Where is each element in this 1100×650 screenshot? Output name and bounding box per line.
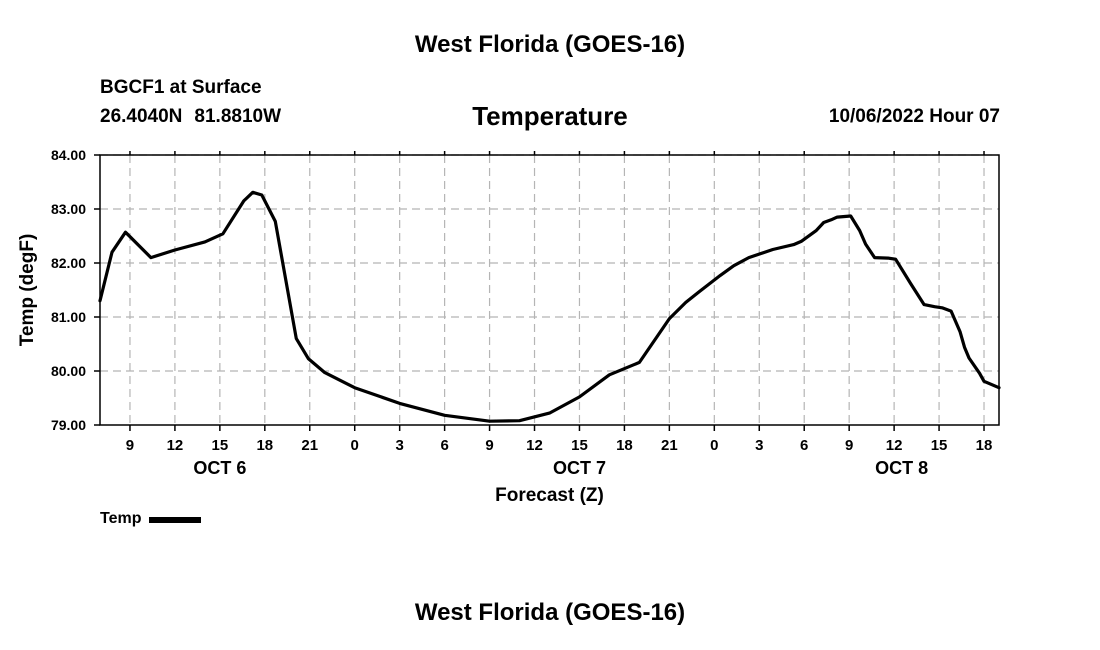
- x-tick-label: 9: [485, 437, 493, 454]
- x-tick-label: 3: [755, 437, 763, 454]
- station-label: BGCF1 at Surface: [100, 77, 262, 98]
- y-tick-label: 80.00: [51, 363, 86, 379]
- x-tick-label: 15: [571, 437, 588, 454]
- series-line-temp: [98, 190, 1001, 423]
- y-axis-label: Temp (degF): [17, 234, 38, 347]
- x-tick-label: 3: [395, 437, 403, 454]
- ticks: [94, 151, 985, 431]
- longitude: 81.8810W: [194, 106, 282, 127]
- x-tick-label: 12: [526, 437, 543, 454]
- legend-line-swatch: [149, 517, 202, 523]
- y-tick-label: 79.00: [51, 417, 86, 433]
- x-axis-label: Forecast (Z): [495, 485, 604, 506]
- forecast-datetime: 10/06/2022 Hour 07: [828, 106, 1000, 127]
- y-tick-label: 82.00: [51, 255, 86, 271]
- grid: [100, 154, 999, 425]
- x-tick-label: 6: [440, 437, 448, 454]
- x-tick-label: 15: [212, 437, 229, 454]
- latitude: 26.4040N: [100, 106, 183, 127]
- coordinates: 26.4040N 81.8810W: [100, 106, 281, 128]
- x-tick-label: 15: [931, 437, 948, 454]
- title-bottom: West Florida (GOES-16): [414, 599, 686, 626]
- day-label: OCT 8: [875, 458, 928, 478]
- x-tick-label: 0: [710, 437, 718, 454]
- x-tick-label: 9: [845, 437, 853, 454]
- legend-label: Temp: [100, 510, 142, 527]
- y-tick-label: 84.00: [51, 147, 86, 163]
- x-tick-label: 9: [126, 437, 134, 454]
- chart-title: Temperature: [472, 101, 628, 131]
- series: [98, 190, 1001, 423]
- x-tick-label: 6: [800, 437, 808, 454]
- x-tick-label: 12: [167, 437, 184, 454]
- day-label: OCT 6: [193, 458, 246, 478]
- x-tick-label: 21: [301, 437, 318, 454]
- x-tick-label: 18: [256, 437, 273, 454]
- x-tick-label: 18: [976, 437, 993, 454]
- plot-frame: [99, 154, 1000, 426]
- x-tick-label: 18: [616, 437, 633, 454]
- y-tick-label: 81.00: [51, 309, 86, 325]
- day-label: OCT 7: [553, 458, 606, 478]
- y-tick-label: 83.00: [51, 201, 86, 217]
- title-top: West Florida (GOES-16): [414, 31, 686, 58]
- x-tick-label: 12: [886, 437, 903, 454]
- x-tick-label: 21: [661, 437, 678, 454]
- legend: Temp: [100, 510, 202, 528]
- tick-labels: 79.00 80.00 81.00 82.00 83.00 84.00 9 12 15 18 21 0…: [51, 147, 992, 478]
- x-tick-label: 0: [351, 437, 359, 454]
